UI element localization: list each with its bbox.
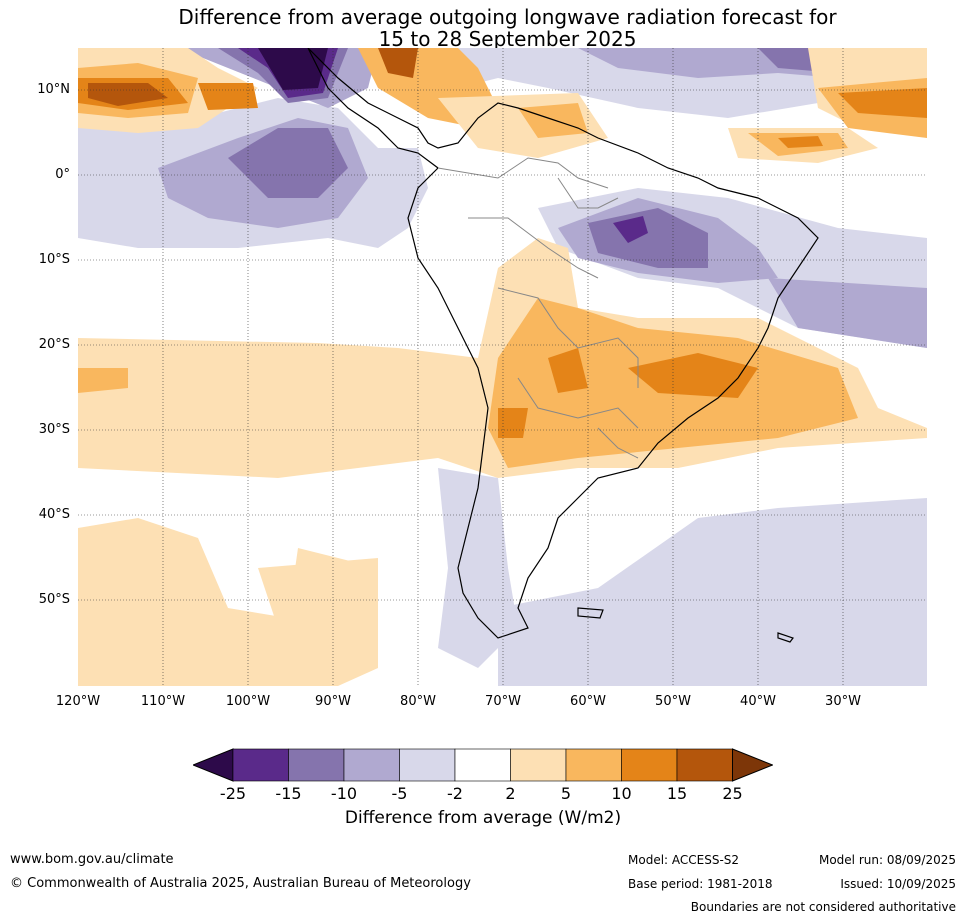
- colorbar-tick-label: 15: [666, 784, 688, 803]
- colorbar-tick-label: -25: [219, 784, 247, 803]
- colorbar-tick-label: -10: [330, 784, 358, 803]
- lon-label: 40°W: [740, 694, 776, 709]
- colorbar-extend-high: [732, 748, 773, 782]
- colorbar-swatch: [288, 748, 345, 782]
- colorbar-tick-label: -15: [275, 784, 302, 803]
- colorbar-swatch: [232, 748, 289, 782]
- colorbar-swatch: [510, 748, 567, 782]
- colorbar-swatch: [621, 748, 678, 782]
- colorbar-tick-label: -2: [447, 784, 463, 803]
- map-panel[interactable]: [78, 48, 927, 686]
- map-title-line2: 15 to 28 September 2025: [378, 27, 637, 51]
- colorbar-tick-label: 5: [560, 784, 572, 803]
- colorbar-swatch: [343, 748, 400, 782]
- colorbar-swatch: [565, 748, 622, 782]
- footer-model-run: Model run: 08/09/2025: [818, 853, 956, 867]
- lon-label: 120°W: [55, 694, 101, 709]
- positive-anomaly-regions: [78, 48, 927, 686]
- lon-label: 80°W: [400, 694, 436, 709]
- colorbar-label: Difference from average (W/m2): [344, 808, 622, 828]
- footer-issued: Issued: 10/09/2025: [840, 877, 956, 891]
- lon-label: 100°W: [225, 694, 271, 709]
- country-borders: [437, 157, 639, 459]
- graticule: [78, 48, 927, 686]
- colorbar: [193, 748, 773, 782]
- lat-label: 20°S: [38, 337, 70, 352]
- anomaly-map[interactable]: [78, 48, 927, 686]
- footer-copyright: © Commonwealth of Australia 2025, Austra…: [10, 876, 471, 891]
- lat-label: 40°S: [38, 507, 70, 522]
- map-title-line1: Difference from average outgoing longwav…: [178, 5, 837, 29]
- colorbar-swatch: [454, 748, 511, 782]
- footer-url[interactable]: www.bom.gov.au/climate: [10, 852, 174, 867]
- lon-label: 70°W: [485, 694, 521, 709]
- lat-label: 10°S: [38, 252, 70, 267]
- coastline: [307, 48, 819, 643]
- lat-label: 10°N: [37, 82, 70, 97]
- footer-model: Model: ACCESS-S2: [628, 853, 740, 867]
- lat-label: 0°: [55, 167, 70, 182]
- lat-label: 50°S: [38, 592, 70, 607]
- colorbar-tick-label: 2: [505, 784, 516, 803]
- lon-label: 90°W: [315, 694, 351, 709]
- colorbar-extend-low: [193, 748, 234, 782]
- footer-base-period: Base period: 1981-2018: [628, 877, 773, 891]
- colorbar-tick-label: 25: [722, 784, 743, 803]
- lon-label: 110°W: [140, 694, 186, 709]
- colorbar-swatch: [399, 748, 456, 782]
- colorbar-tick-label: -5: [391, 784, 408, 803]
- lon-label: 30°W: [825, 694, 861, 709]
- lon-label: 60°W: [570, 694, 606, 709]
- footer-disclaimer: Boundaries are not considered authoritat…: [690, 900, 956, 914]
- lat-label: 30°S: [38, 422, 70, 437]
- colorbar-swatch: [676, 748, 733, 782]
- lon-label: 50°W: [655, 694, 691, 709]
- colorbar-tick-label: 10: [611, 784, 632, 803]
